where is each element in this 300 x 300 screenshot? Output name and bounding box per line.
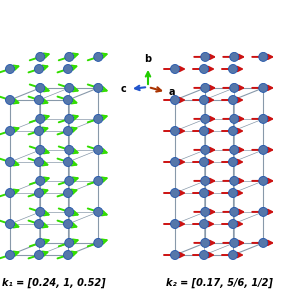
Circle shape	[200, 158, 208, 166]
Circle shape	[64, 64, 73, 74]
Circle shape	[201, 207, 210, 216]
Circle shape	[65, 52, 74, 62]
Circle shape	[200, 220, 208, 229]
Circle shape	[229, 158, 238, 166]
Circle shape	[259, 114, 268, 123]
Circle shape	[5, 127, 14, 136]
Circle shape	[259, 146, 268, 154]
Circle shape	[34, 220, 43, 229]
Circle shape	[34, 95, 43, 104]
Circle shape	[170, 127, 179, 136]
Circle shape	[64, 250, 73, 260]
Circle shape	[201, 52, 210, 62]
Circle shape	[65, 176, 74, 185]
Circle shape	[65, 238, 74, 247]
Circle shape	[94, 83, 103, 92]
Circle shape	[200, 64, 208, 74]
Circle shape	[170, 250, 179, 260]
Circle shape	[229, 64, 238, 74]
Circle shape	[94, 238, 103, 247]
Text: b: b	[144, 54, 152, 64]
Circle shape	[200, 250, 208, 260]
Circle shape	[229, 95, 238, 104]
Circle shape	[201, 238, 210, 247]
Circle shape	[64, 188, 73, 197]
Circle shape	[94, 146, 103, 154]
Circle shape	[229, 127, 238, 136]
Circle shape	[36, 83, 45, 92]
Circle shape	[200, 188, 208, 197]
Circle shape	[36, 146, 45, 154]
Circle shape	[259, 52, 268, 62]
Circle shape	[230, 207, 239, 216]
Circle shape	[5, 64, 14, 74]
Circle shape	[5, 220, 14, 229]
Circle shape	[34, 188, 43, 197]
Circle shape	[201, 114, 210, 123]
Circle shape	[65, 146, 74, 154]
Text: k₂ = [0.17, 5/6, 1/2]: k₂ = [0.17, 5/6, 1/2]	[166, 278, 273, 288]
Circle shape	[230, 238, 239, 247]
Circle shape	[5, 95, 14, 104]
Circle shape	[5, 250, 14, 260]
Circle shape	[201, 146, 210, 154]
Circle shape	[229, 250, 238, 260]
Circle shape	[229, 220, 238, 229]
Circle shape	[65, 83, 74, 92]
Circle shape	[64, 220, 73, 229]
Circle shape	[259, 207, 268, 216]
Circle shape	[259, 83, 268, 92]
Circle shape	[200, 127, 208, 136]
Circle shape	[230, 146, 239, 154]
Circle shape	[65, 207, 74, 216]
Circle shape	[36, 114, 45, 123]
Circle shape	[200, 95, 208, 104]
Circle shape	[170, 95, 179, 104]
Circle shape	[34, 64, 43, 74]
Circle shape	[94, 176, 103, 185]
Circle shape	[64, 127, 73, 136]
Circle shape	[201, 176, 210, 185]
Text: a: a	[169, 87, 175, 97]
Circle shape	[94, 52, 103, 62]
Circle shape	[65, 114, 74, 123]
Circle shape	[36, 52, 45, 62]
Circle shape	[201, 83, 210, 92]
Circle shape	[5, 158, 14, 166]
Text: k₁ = [0.24, 1, 0.52]: k₁ = [0.24, 1, 0.52]	[2, 278, 106, 288]
Circle shape	[36, 238, 45, 247]
Circle shape	[170, 220, 179, 229]
Circle shape	[229, 188, 238, 197]
Circle shape	[64, 158, 73, 166]
Circle shape	[230, 114, 239, 123]
Circle shape	[230, 83, 239, 92]
Circle shape	[170, 188, 179, 197]
Circle shape	[259, 176, 268, 185]
Circle shape	[230, 176, 239, 185]
Text: c: c	[120, 84, 126, 94]
Circle shape	[5, 188, 14, 197]
Circle shape	[94, 207, 103, 216]
Circle shape	[34, 127, 43, 136]
Circle shape	[170, 158, 179, 166]
Circle shape	[94, 114, 103, 123]
Circle shape	[36, 207, 45, 216]
Circle shape	[34, 250, 43, 260]
Circle shape	[36, 176, 45, 185]
Circle shape	[64, 95, 73, 104]
Circle shape	[259, 238, 268, 247]
Circle shape	[34, 158, 43, 166]
Circle shape	[230, 52, 239, 62]
Circle shape	[170, 64, 179, 74]
